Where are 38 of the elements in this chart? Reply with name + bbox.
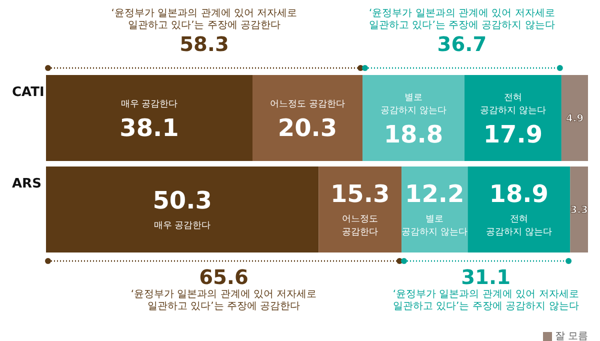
bar [468,166,570,252]
series-label: 전혀 공감하지 않는다 [486,214,552,238]
text: ‘윤정부가 일본과의 관계에 있어 저자세로 일관하고 있다’는 주장에 공감하지 않는다 [368,8,556,32]
series-label: 별로 공감하지 않는다 [402,214,468,238]
data-label: 12.2 [405,180,464,208]
bar [362,75,464,161]
text: 어느정도 공감한다 [270,100,345,110]
text: 65.6 [198,265,250,289]
data-label: 3.3 [570,205,588,216]
text: 전혀 공감하지 않는다 [480,93,546,116]
bar [464,75,562,161]
y-tick-label: CATI [12,85,44,100]
legend-label: 잘 모름 [554,330,588,341]
bar [46,75,252,161]
bar [570,166,588,252]
bar [252,75,363,161]
text: ‘윤정부가 일본과의 관계에 있어 저자세로 일관하고 있다’는 주장에 공감하지 않는다 [392,289,580,313]
data-label: 18.8 [384,120,444,148]
y-tick-label: ARS [12,176,42,192]
text: 별로 공감하지 않는다 [380,93,446,116]
data-label: 38.1 [120,114,179,142]
data-label: 18.9 [489,180,549,208]
text: 매우 공감한다 [120,100,178,110]
data-label: 15.3 [330,180,390,208]
data-label: 17.9 [483,120,543,148]
series-label: 어느정도 공감한다 [342,214,378,238]
text: ‘윤정부가 일본과의 관계에 있어 저자세로 일관하고 있다’는 주장에 공감한다 [110,8,298,32]
annotation: 58.3 [178,32,230,56]
annotation: 36.7 [436,32,488,56]
series-label: 매우 공감한다 [154,221,211,231]
bar [561,75,588,161]
text: 31.1 [460,265,512,289]
bar [318,166,402,252]
data-label: 50.3 [152,186,212,214]
text: ‘윤정부가 일본과의 관계에 있어 저자세로 일관하고 있다’는 주장에 공감한다 [130,289,318,313]
data-label: 20.3 [278,114,338,142]
data-label: 4.9 [566,114,584,124]
bar [46,166,319,252]
